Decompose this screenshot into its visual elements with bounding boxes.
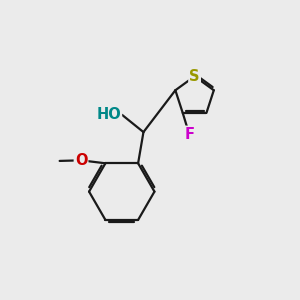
Text: O: O [75, 153, 87, 168]
Text: F: F [184, 127, 194, 142]
Text: S: S [189, 69, 200, 84]
Text: HO: HO [97, 107, 122, 122]
